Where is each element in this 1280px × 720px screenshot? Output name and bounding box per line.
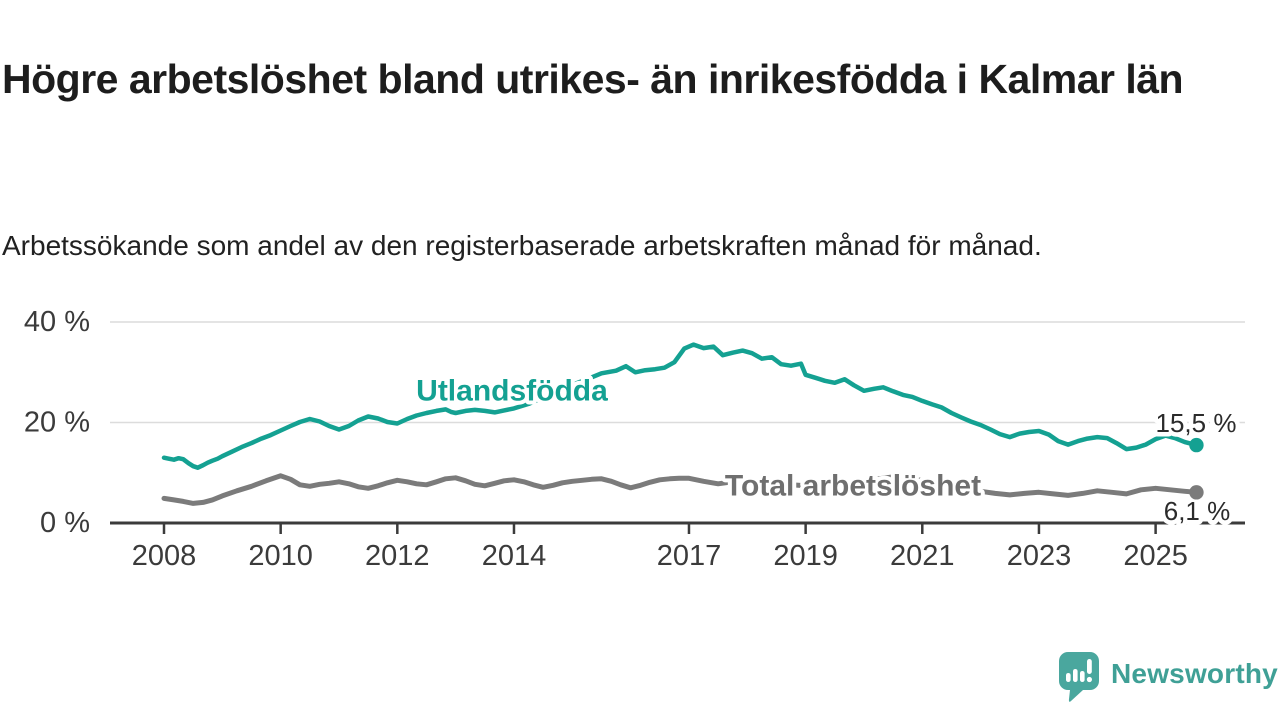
- end-value-label-total: 6,1 %: [1164, 496, 1231, 526]
- y-axis-tick-label: 20 %: [24, 407, 90, 439]
- x-axis-tick-label: 2008: [132, 540, 197, 572]
- end-dot-utlandsfodda: [1189, 437, 1204, 453]
- newsworthy-logo: Newsworthy: [1056, 651, 1278, 703]
- y-axis-tick-label: 40 %: [24, 306, 90, 338]
- newsworthy-bubble-chart-icon: [1059, 652, 1099, 702]
- x-axis-tick-label: 2014: [482, 540, 547, 572]
- series-label-utlandsfodda: Utlandsfödda: [416, 375, 608, 408]
- series-line-total: [161, 473, 1199, 506]
- y-axis-tick-label: 0 %: [40, 507, 90, 539]
- brand-wordmark: Newsworthy: [1111, 658, 1278, 689]
- x-axis-tick-label: 2019: [773, 540, 838, 572]
- end-dot-total: [1189, 485, 1204, 500]
- series-line-utlandsfodda: [161, 342, 1199, 470]
- chart-subtitle: Arbetssökande som andel av den registerb…: [2, 230, 1042, 261]
- x-axis-tick-label: 2010: [248, 540, 313, 572]
- x-axis-tick-label: 2023: [1007, 540, 1072, 572]
- page-title: Högre arbetslöshet bland utrikes- än inr…: [2, 56, 1184, 103]
- end-value-label-utlandsfodda: 15,5 %: [1156, 408, 1237, 438]
- x-axis-tick-label: 2017: [657, 540, 722, 572]
- x-axis-tick-label: 2012: [365, 540, 430, 572]
- x-axis-tick-label: 2021: [890, 540, 955, 572]
- x-axis-tick-label: 2025: [1123, 540, 1188, 572]
- series-label-total: Total arbetslöshet: [725, 470, 981, 503]
